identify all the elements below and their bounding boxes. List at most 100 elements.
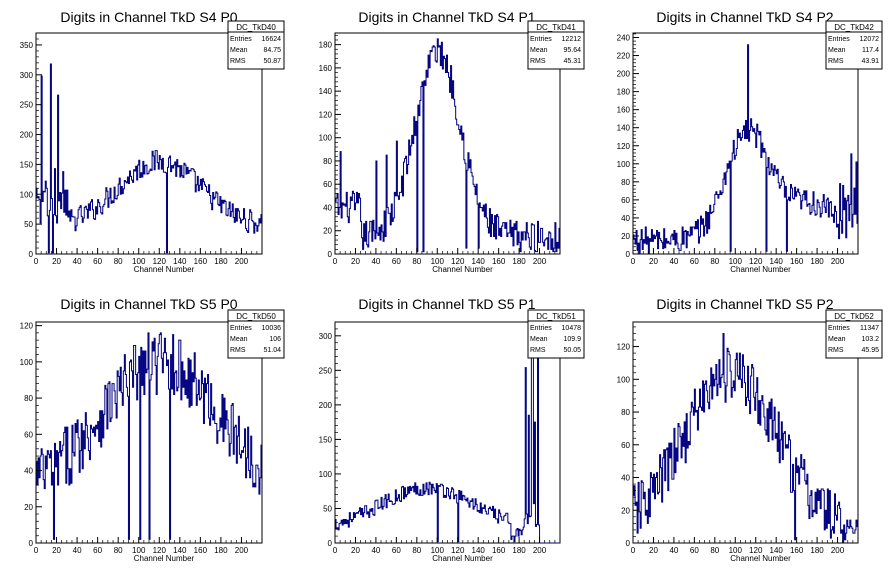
histogram-pad-3: Digits in Channel TkD S5 P0 0 20 40 60 80 100 1… (20, 296, 285, 563)
stats-label-mean: Mean (828, 47, 846, 54)
y-tick-label: 100 (319, 134, 333, 143)
stats-label-mean: Mean (530, 336, 548, 343)
stats-value-entries: 11347 (860, 325, 879, 332)
stats-label-rms: RMS (828, 347, 844, 354)
x-tick-label: 180 (214, 546, 228, 555)
stats-label-rms: RMS (530, 347, 546, 354)
x-tick-label: 180 (810, 546, 824, 555)
y-tick-label: 100 (319, 470, 333, 479)
x-tick-label: 60 (392, 257, 401, 266)
x-tick-label: 20 (649, 257, 658, 266)
x-tick-label: 100 (132, 546, 146, 555)
stats-value-rms: 50.87 (263, 58, 281, 65)
stats-label-entries: Entries (230, 325, 252, 332)
stats-value-mean: 103.2 (861, 336, 879, 343)
x-tick-label: 0 (34, 257, 39, 266)
y-tick-label: 60 (24, 430, 33, 439)
x-tick-label: 0 (631, 546, 636, 555)
x-tick-label: 20 (52, 546, 61, 555)
y-tick-label: 120 (617, 142, 631, 151)
histogram-pad-4: Digits in Channel TkD S5 P1 0 20 40 60 80 100 1… (319, 296, 585, 563)
y-tick-label: 100 (20, 358, 34, 367)
x-tick-label: 100 (729, 257, 743, 266)
x-tick-label: 120 (153, 257, 167, 266)
stats-label-entries: Entries (230, 36, 252, 43)
stats-value-mean: 95.64 (563, 47, 581, 54)
stats-label-mean: Mean (230, 47, 248, 54)
x-tick-label: 0 (333, 546, 338, 555)
y-tick-label: 80 (24, 394, 33, 403)
plot-title: Digits in Channel TkD S4 P1 (358, 9, 535, 25)
y-tick-label: 120 (319, 110, 333, 119)
y-tick-label: 60 (621, 441, 630, 450)
y-tick-label: 180 (617, 88, 631, 97)
plot-title: Digits in Channel TkD S5 P0 (60, 296, 237, 312)
stats-value-rms: 43.91 (861, 58, 879, 65)
y-tick-label: 250 (20, 101, 34, 110)
x-tick-label: 200 (533, 257, 547, 266)
stats-value-mean: 84.75 (263, 47, 281, 54)
x-tick-label: 80 (710, 546, 719, 555)
stats-value-mean: 109.9 (563, 336, 581, 343)
y-tick-label: 160 (617, 106, 631, 115)
x-tick-label: 20 (52, 257, 61, 266)
y-tick-label: 20 (24, 503, 33, 512)
y-tick-label: 80 (323, 157, 332, 166)
stats-box: DC_TkD51 Entries 10478 Mean 109.9 RMS 50.05 (527, 309, 585, 359)
x-axis-title: Channel Number (134, 265, 195, 274)
x-tick-label: 160 (194, 546, 208, 555)
x-tick-label: 200 (831, 257, 845, 266)
x-tick-label: 100 (431, 546, 445, 555)
x-tick-label: 80 (114, 546, 123, 555)
y-tick-label: 220 (617, 52, 631, 61)
x-tick-label: 0 (333, 257, 338, 266)
histogram-pad-5: Digits in Channel TkD S5 P2 0 20 40 60 80 100 1… (617, 296, 883, 563)
x-tick-label: 60 (690, 257, 699, 266)
stats-box: DC_TkD41 Entries 12212 Mean 95.64 RMS 45.31 (527, 20, 585, 70)
x-axis-title: Channel Number (432, 554, 493, 563)
x-tick-label: 140 (770, 546, 784, 555)
x-axis-title: Channel Number (730, 265, 791, 274)
y-tick-label: 40 (621, 214, 630, 223)
x-tick-label: 80 (114, 257, 123, 266)
stats-value-rms: 45.31 (563, 58, 581, 65)
x-tick-label: 160 (790, 257, 804, 266)
y-tick-label: 0 (626, 250, 631, 259)
y-tick-label: 0 (328, 250, 333, 259)
y-tick-label: 250 (319, 366, 333, 375)
x-tick-label: 200 (831, 546, 845, 555)
x-tick-label: 180 (512, 257, 526, 266)
x-tick-label: 40 (73, 546, 82, 555)
y-tick-label: 100 (617, 160, 631, 169)
stats-value-mean: 117.4 (862, 47, 879, 54)
histogram-pad-0: Digits in Channel TkD S4 P0 0 20 40 60 80 100 1… (20, 9, 285, 274)
stats-name: DC_TkD42 (834, 23, 874, 32)
x-tick-label: 120 (749, 546, 763, 555)
y-tick-label: 140 (319, 87, 333, 96)
plot-title: Digits in Channel TkD S4 P0 (60, 9, 237, 25)
x-tick-label: 100 (729, 546, 743, 555)
y-tick-label: 40 (24, 467, 33, 476)
stats-value-rms: 45.95 (861, 347, 879, 354)
x-tick-label: 80 (412, 257, 421, 266)
stats-box: DC_TkD52 Entries 11347 Mean 103.2 RMS 45.95 (825, 309, 883, 359)
stats-label-rms: RMS (230, 347, 246, 354)
x-tick-label: 60 (93, 546, 102, 555)
y-tick-label: 40 (621, 474, 630, 483)
plot-title: Digits in Channel TkD S5 P1 (358, 296, 535, 312)
stats-label-mean: Mean (828, 336, 846, 343)
y-tick-label: 60 (621, 196, 630, 205)
x-tick-label: 40 (669, 257, 678, 266)
x-tick-label: 0 (34, 546, 39, 555)
x-tick-label: 140 (173, 257, 187, 266)
stats-box: DC_TkD40 Entries 16624 Mean 84.75 RMS 50.87 (227, 20, 285, 70)
stats-box: DC_TkD42 Entries 12072 Mean 117.4 RMS 43.91 (825, 20, 883, 70)
y-tick-label: 240 (617, 34, 631, 43)
y-tick-label: 120 (20, 322, 34, 331)
y-tick-label: 180 (319, 41, 333, 50)
x-tick-label: 120 (451, 257, 465, 266)
x-tick-label: 120 (451, 546, 465, 555)
stats-name: DC_TkD41 (536, 23, 576, 32)
y-tick-label: 80 (621, 178, 630, 187)
y-tick-label: 40 (323, 203, 332, 212)
